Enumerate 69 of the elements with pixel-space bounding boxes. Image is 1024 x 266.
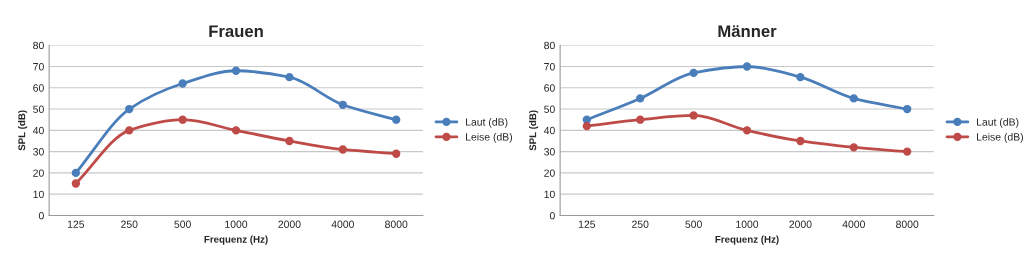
x-tick-label: 1000 [225,220,248,228]
point [231,66,241,75]
x-tick-label: 2000 [789,220,812,228]
point [71,179,81,188]
point [849,94,858,103]
legend-label: Leise (dB) [466,132,513,143]
y-tick-label: 40 [32,126,44,135]
y-tick-label: 60 [544,84,555,92]
x-tick-label: 250 [121,220,138,228]
point [392,149,401,158]
legend-label: Laut (dB) [977,118,1019,128]
y-tick-label: 20 [33,169,44,177]
legend-label: Leise (dB) [977,132,1023,143]
y-tick-label: 0 [549,211,555,220]
point [903,147,912,156]
y-tick-label: 50 [33,105,44,113]
x-tick-label: 125 [67,220,85,228]
point [689,68,698,78]
point [338,145,347,154]
point [903,104,912,114]
x-tick-label: 125 [578,220,596,228]
point [285,72,294,82]
legend-label: Laut (dB) [466,118,508,128]
y-tick-label: 80 [544,41,555,50]
x-axis-title: Frequenz (Hz) [715,235,779,245]
chart-title: Frauen [209,25,263,38]
y-tick-label: 50 [544,105,555,113]
point [689,111,698,120]
point [742,62,752,71]
x-tick-label: 2000 [278,220,301,228]
point [849,143,858,152]
y-tick-label: 30 [33,148,44,156]
point [796,72,805,82]
y-axis-title: SPL (dB) [529,110,539,151]
point [392,115,401,124]
point [582,121,591,131]
point [742,126,752,135]
y-tick-label: 10 [544,190,555,199]
y-tick-label: 60 [33,84,44,92]
y-tick-label: 70 [544,63,555,71]
y-tick-label: 20 [544,169,555,177]
x-tick-label: 500 [685,220,702,228]
y-tick-label: 0 [38,211,44,220]
y-tick-label: 30 [544,148,555,156]
point [338,100,347,109]
point [636,115,645,124]
y-axis-title: SPL (dB) [18,110,28,151]
point [125,104,134,114]
x-axis-title: Frequenz (Hz) [204,235,268,245]
point [125,126,134,135]
point [636,94,645,103]
y-tick-label: 70 [33,63,44,71]
point [231,126,241,135]
chart-title: Männer [718,25,777,38]
y-tick-label: 80 [33,41,44,50]
point [285,136,294,146]
x-tick-label: 4000 [331,220,354,228]
point [71,168,81,178]
x-tick-label: 250 [632,220,649,228]
y-tick-label: 10 [33,190,44,199]
x-tick-label: 4000 [842,220,865,228]
point [178,115,187,124]
point [796,136,805,146]
x-tick-label: 8000 [385,220,408,228]
x-tick-label: 1000 [736,220,759,228]
y-tick-label: 40 [543,126,555,135]
point [178,79,187,88]
x-tick-label: 8000 [896,220,919,228]
x-tick-label: 500 [174,220,191,228]
